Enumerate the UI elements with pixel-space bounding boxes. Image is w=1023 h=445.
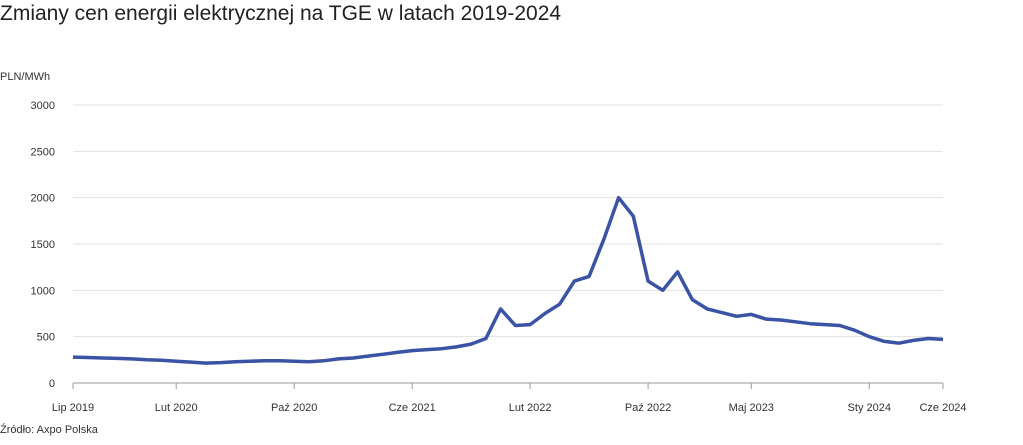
y-tick-label: 1000 [31,285,55,297]
source: Źródło: Axpo Polska [0,423,99,436]
x-tick-label: Lip 2019 [52,402,94,414]
x-tick-label: Lut 2022 [509,402,552,414]
y-tick-label: 1500 [31,239,55,251]
x-tick-label: Cze 2021 [389,402,436,414]
line [72,195,944,365]
y-tick-label: 2500 [31,146,55,158]
y-tick-label: 3000 [31,100,55,112]
x-tick-label: Sty 2024 [848,402,891,414]
x-tick-label: Cze 2024 [919,402,966,414]
y-tick-label: 500 [37,332,55,344]
chart-title: Zmiany cen energii elektrycznej na TGE w… [0,2,561,25]
y-tick-label: 0 [49,378,55,390]
x-tick-label: Paź 2020 [271,402,317,414]
y-axis-label: PLN/MWh [0,71,50,83]
x-tick-label: Maj 2023 [729,402,774,414]
y-tick-label: 2000 [31,193,55,205]
x-tick-label: Lut 2020 [155,402,198,414]
x-tick-label: Paź 2022 [625,402,671,414]
